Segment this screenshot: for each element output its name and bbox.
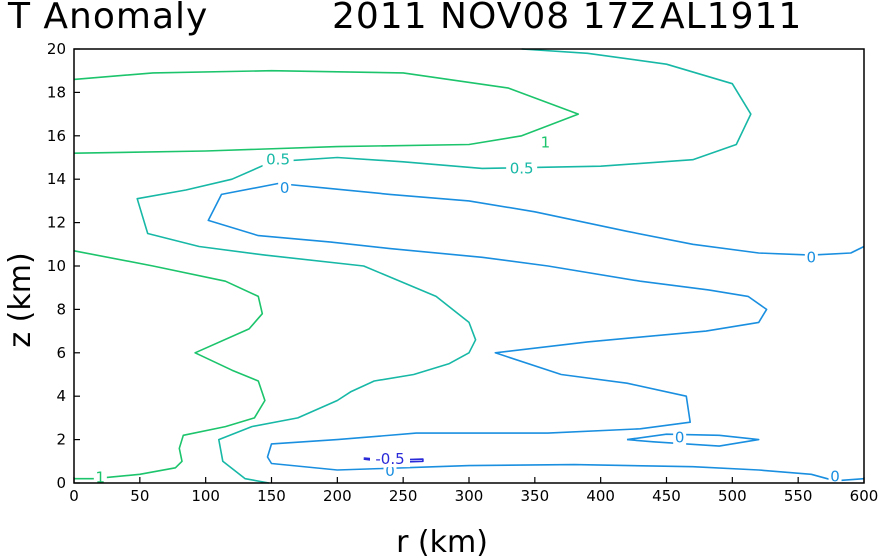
x-tick-label: 450 [652,487,681,505]
contour-label-bg [828,468,842,485]
x-axis-label: r (km) [396,525,488,558]
y-tick-label: 14 [47,170,66,188]
y-tick-label: 4 [56,387,66,405]
contour-label-bg [262,151,294,168]
contour-label: 1 [541,133,551,151]
x-tick-label: 50 [130,487,149,505]
contour-label-bg [370,451,410,468]
y-tick-label: 6 [56,344,66,362]
y-axis-label: z (km) [3,252,38,347]
contour-label: 0 [675,428,685,446]
contour-label-bg [804,249,818,266]
y-tick-label: 20 [47,40,66,58]
contour-label-bg [538,134,552,151]
contour-label-bg [506,160,538,177]
contour-label-bg [673,429,687,446]
contour-label-bg [278,179,292,196]
contour-label: 0.5 [266,151,290,169]
y-tick-label: 12 [47,214,66,232]
x-axis: 0 50 100 150 200 250 300 350 400 450 500 550 600 [69,477,878,505]
x-tick-label: 600 [850,487,879,505]
contour-line-0_5 [136,48,752,484]
x-tick-label: 0 [69,487,79,505]
title-variable: T Anomaly [8,0,209,37]
contour-label: 0.5 [510,159,534,177]
contour-label: -0.5 [375,450,404,468]
plot-frame [73,48,865,484]
y-tick-label: 10 [47,257,66,275]
contour-lines [73,48,865,484]
contour-label: 1 [96,469,106,487]
title-datetime: 2011 NOV08 17Z [332,0,657,37]
y-tick-label: 18 [47,83,66,101]
x-tick-label: 200 [323,487,352,505]
y-axis: 0 2 4 6 8 10 12 14 16 18 20 [47,40,80,492]
x-tick-label: 250 [389,487,418,505]
x-tick-label: 400 [586,487,615,505]
x-tick-label: 100 [191,487,220,505]
contour-label: 0 [830,467,840,485]
contour-line-0 [207,182,865,482]
title-row: T Anomaly 2011 NOV08 17Z AL1911 [0,0,879,40]
contour-line-1 [73,250,266,480]
y-tick-label: 8 [56,300,66,318]
x-tick-label: 550 [784,487,813,505]
contour-label-bg [93,469,107,486]
y-tick-label: 0 [56,474,66,492]
contour-line-1 [73,69,580,154]
x-tick-label: 150 [257,487,286,505]
title-storm-id: AL1911 [660,0,803,37]
x-tick-label: 350 [521,487,550,505]
contour-label: 0 [385,462,395,480]
x-tick-label: 500 [718,487,747,505]
y-tick-label: 16 [47,127,66,145]
contour-label: 0 [807,248,817,266]
contour-label: 0 [280,179,290,197]
y-tick-label: 2 [56,431,66,449]
contour-line-0 [626,433,760,447]
x-tick-label: 300 [455,487,484,505]
